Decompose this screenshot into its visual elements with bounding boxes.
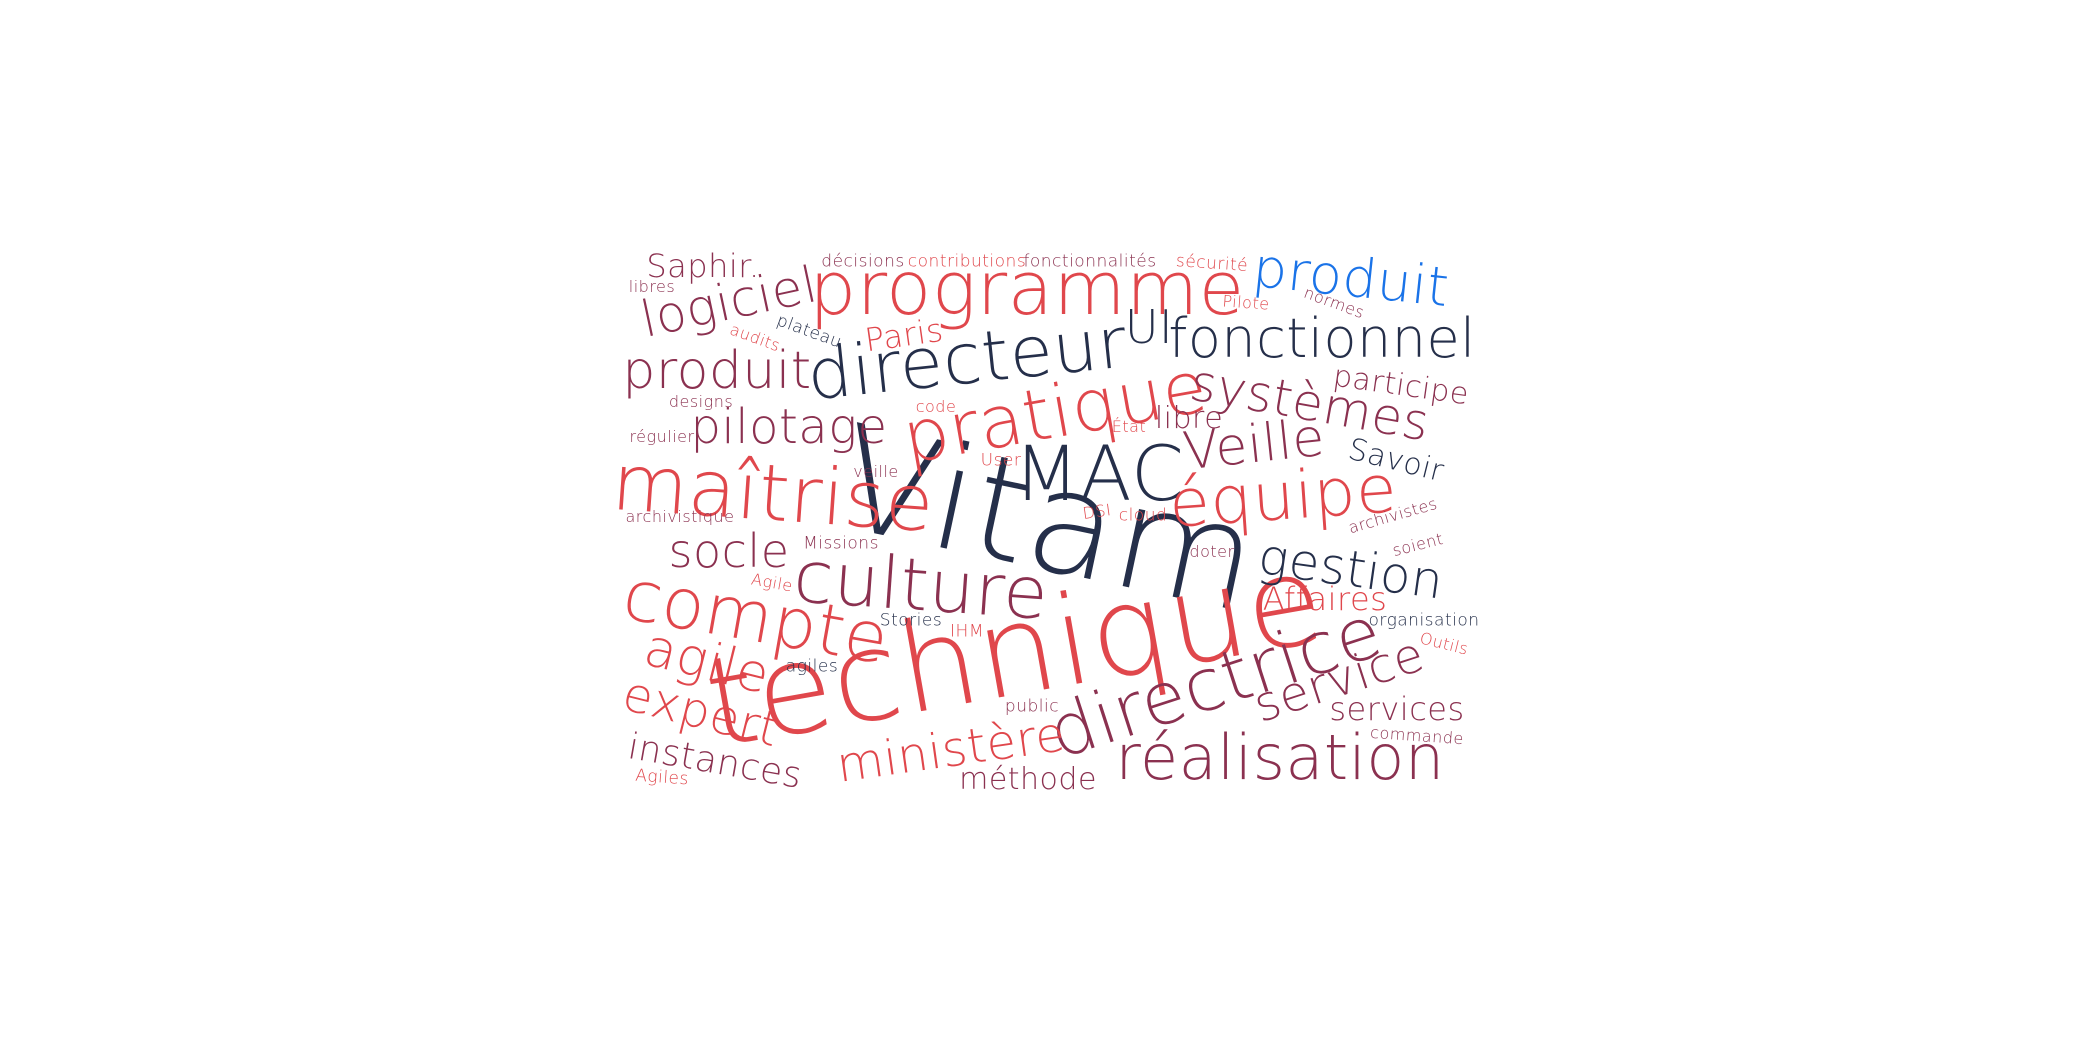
word: libre	[1154, 401, 1224, 436]
word: public	[1004, 696, 1060, 717]
word: Stories	[879, 610, 943, 631]
word: User	[980, 450, 1022, 471]
word: État	[1111, 417, 1147, 436]
word: Paris	[862, 310, 946, 360]
word: veille	[853, 462, 899, 481]
word: DSI	[1081, 500, 1113, 523]
word: fonctionnel	[1168, 307, 1476, 370]
word: designs	[668, 392, 734, 411]
word: sécurité	[1175, 251, 1249, 276]
word: libres	[628, 277, 676, 296]
word: méthode	[959, 762, 1097, 797]
word: réalisation	[1115, 721, 1445, 794]
word: cloud	[1118, 505, 1168, 526]
word: MAC	[1013, 429, 1185, 518]
word: régulier	[629, 427, 695, 446]
word: services	[1329, 690, 1465, 728]
word: Missions	[803, 533, 879, 554]
word: doter	[1189, 542, 1235, 561]
word: produit	[622, 341, 812, 401]
word: socle	[668, 524, 790, 578]
word: Saphir.	[646, 247, 760, 285]
word: organisation	[1368, 610, 1480, 631]
word: pilotage	[690, 399, 888, 455]
word: agiles	[785, 656, 839, 677]
word: archivistique	[625, 507, 735, 526]
word: code	[915, 397, 957, 416]
word: décisions	[821, 251, 905, 272]
word: IHM	[950, 621, 984, 642]
word: Agiles	[634, 765, 690, 790]
word: programme	[809, 246, 1245, 332]
word: Pilote	[1221, 291, 1271, 314]
word: Affaires	[1262, 580, 1388, 618]
word: UI	[1124, 300, 1174, 354]
word: fonctionnalités	[1023, 251, 1157, 272]
word: Outils	[1417, 628, 1471, 659]
word: contributions	[907, 251, 1027, 272]
